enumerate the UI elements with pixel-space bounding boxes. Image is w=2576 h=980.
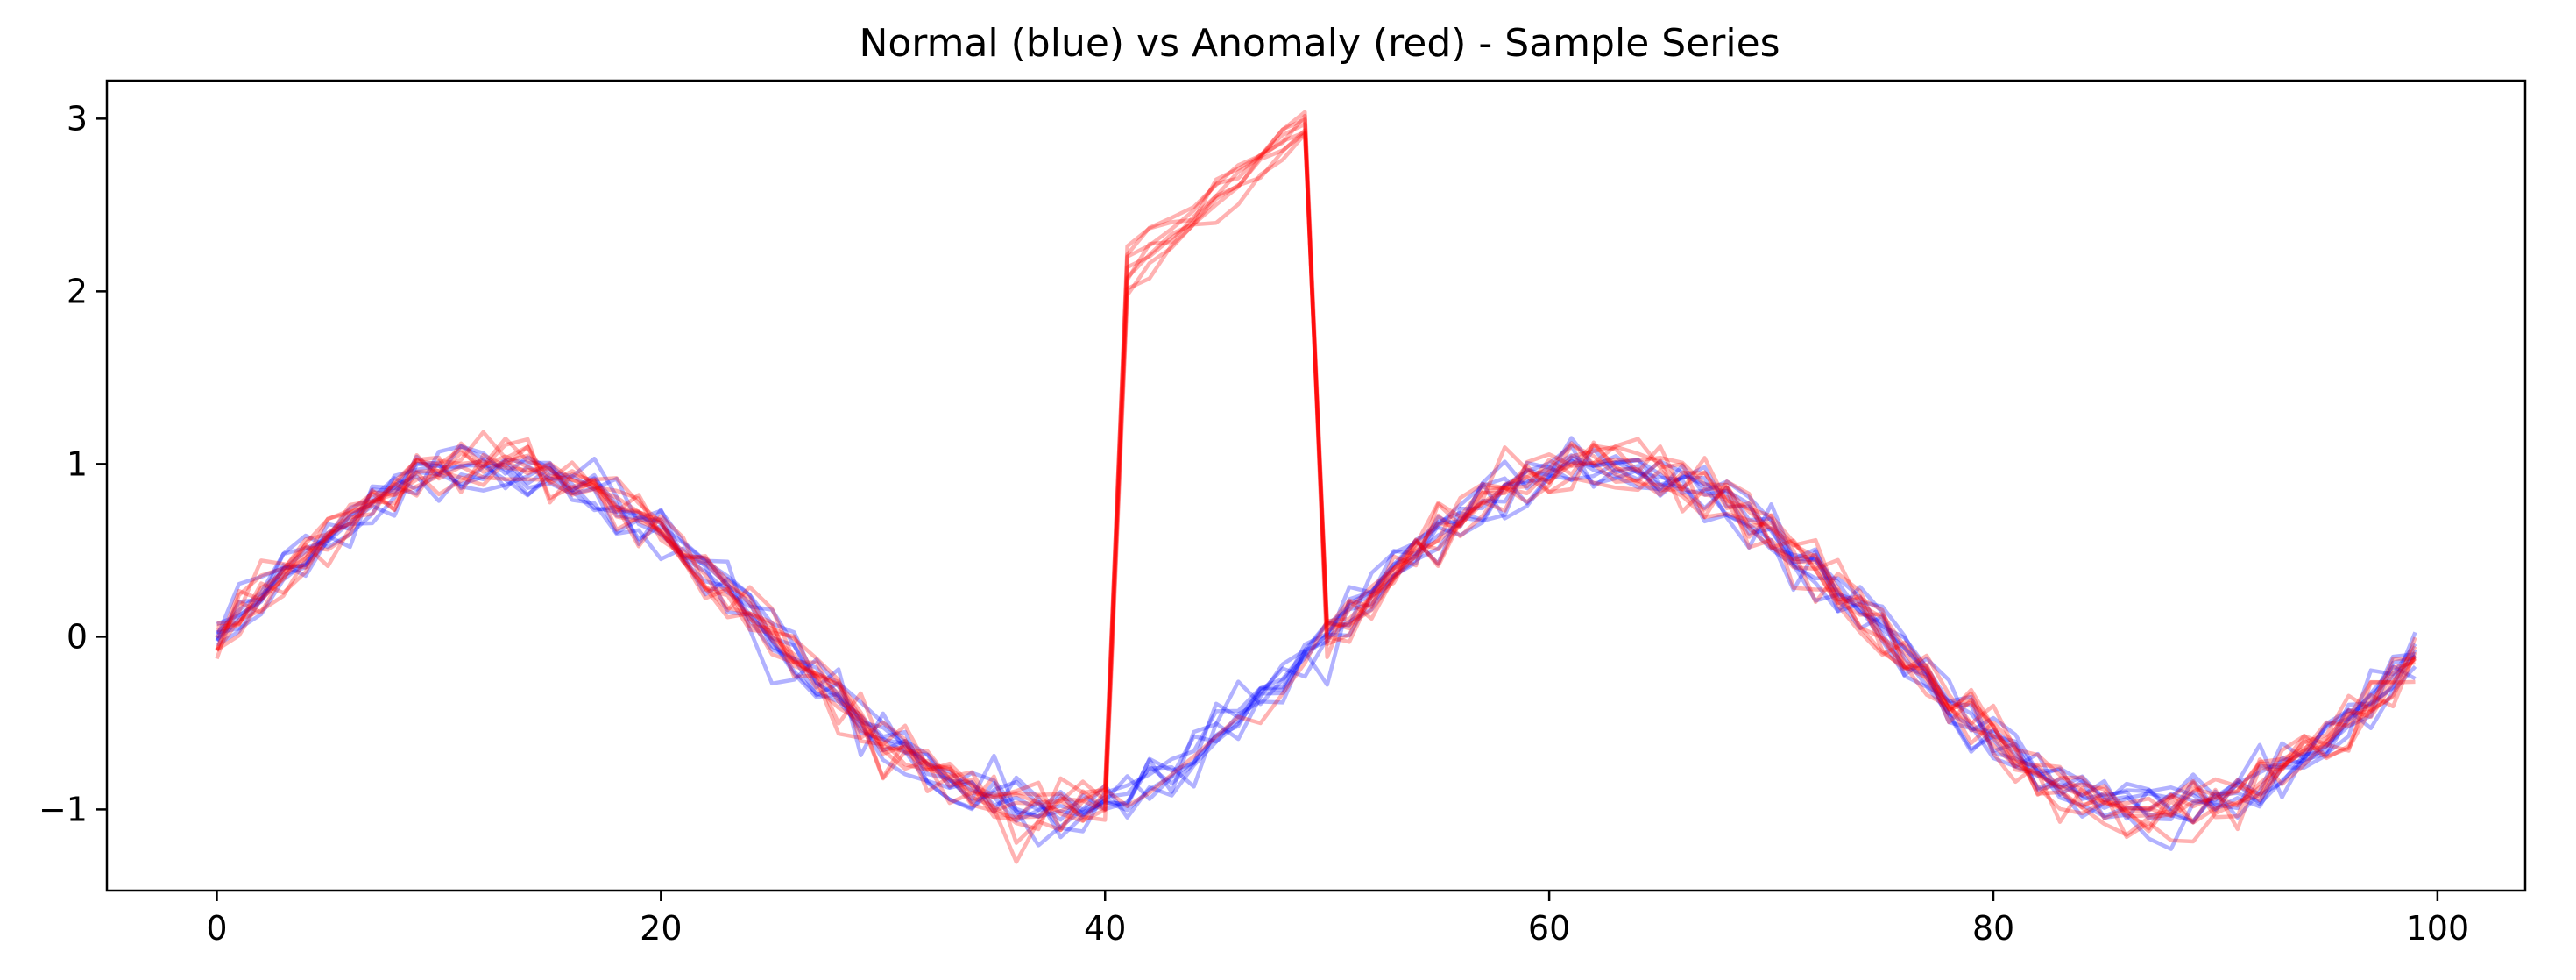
normal-series-line-6 bbox=[216, 455, 2417, 834]
normal-series-line-3 bbox=[215, 457, 2417, 819]
anomaly-series-line-10 bbox=[216, 128, 2416, 864]
x-tick-label: 60 bbox=[1528, 909, 1570, 948]
x-tick-label: 0 bbox=[206, 909, 227, 948]
y-tick-label: 3 bbox=[67, 99, 88, 138]
y-tick-label: 1 bbox=[67, 444, 88, 483]
anomaly-series-line-9 bbox=[215, 117, 2416, 837]
anomaly-series-line-11 bbox=[215, 113, 2417, 823]
x-tick-label: 40 bbox=[1084, 909, 1126, 948]
x-tick-label: 20 bbox=[640, 909, 682, 948]
y-tick-label: 0 bbox=[67, 617, 88, 656]
x-axis: 0 20 40 60 80 100 bbox=[206, 891, 2469, 948]
normal-series-line-1 bbox=[216, 444, 2417, 822]
anomaly-series-line-14 bbox=[215, 131, 2417, 823]
normal-series-line-5 bbox=[216, 444, 2417, 825]
normal-series-line-7 bbox=[215, 436, 2417, 819]
anomaly-series-line-13 bbox=[215, 110, 2417, 832]
y-tick-label: −1 bbox=[39, 790, 88, 828]
normal-series-line-4 bbox=[215, 458, 2416, 851]
anomaly-series-line-12 bbox=[215, 131, 2417, 824]
y-axis: −1 0 1 2 3 bbox=[39, 99, 107, 828]
anomaly-series-line-15 bbox=[216, 130, 2417, 834]
normal-series-line-2 bbox=[215, 447, 2417, 819]
anomaly-series-line-8 bbox=[216, 444, 2417, 845]
x-tick-label: 80 bbox=[1972, 909, 2014, 948]
anomaly-series-line-16 bbox=[216, 122, 2417, 814]
axes-frame bbox=[105, 79, 2527, 892]
chart-title: Normal (blue) vs Anomaly (red) - Sample … bbox=[859, 21, 1780, 66]
x-tick-label: 100 bbox=[2406, 909, 2470, 948]
y-tick-label: 2 bbox=[67, 272, 88, 310]
series-layer bbox=[215, 110, 2417, 864]
normal-series-line-0 bbox=[215, 444, 2417, 848]
